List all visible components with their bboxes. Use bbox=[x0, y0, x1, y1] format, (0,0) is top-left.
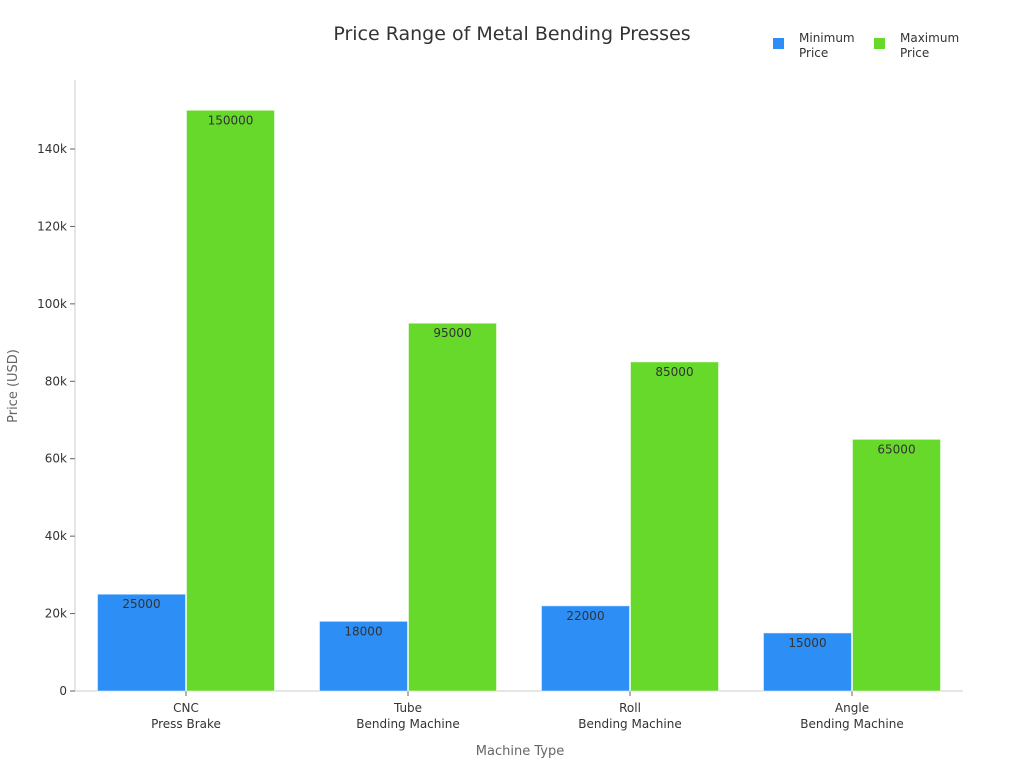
bar bbox=[852, 438, 941, 692]
bar bbox=[408, 322, 497, 692]
legend-swatch bbox=[773, 38, 784, 49]
y-tick-label: 100k bbox=[37, 297, 67, 311]
data-label: 65000 bbox=[877, 442, 915, 456]
x-tick-label: Angle bbox=[835, 701, 869, 715]
legend-swatch bbox=[874, 38, 885, 49]
legend-label: Price bbox=[799, 46, 828, 60]
data-label: 15000 bbox=[788, 636, 826, 650]
y-axis-label: Price (USD) bbox=[6, 349, 21, 423]
y-tick-label: 80k bbox=[45, 374, 67, 388]
x-tick-label: Bending Machine bbox=[800, 717, 903, 731]
x-tick-label: CNC bbox=[173, 701, 199, 715]
data-label: 25000 bbox=[122, 597, 160, 611]
y-tick-label: 140k bbox=[37, 142, 67, 156]
legend-label: Price bbox=[900, 46, 929, 60]
bar bbox=[541, 605, 630, 692]
bar bbox=[763, 632, 852, 692]
y-tick-label: 40k bbox=[45, 529, 67, 543]
data-label: 95000 bbox=[433, 326, 471, 340]
x-tick-label: Tube bbox=[393, 701, 422, 715]
bar bbox=[97, 593, 186, 692]
y-tick-label: 120k bbox=[37, 219, 67, 233]
y-tick-label: 20k bbox=[45, 607, 67, 621]
bar bbox=[630, 361, 719, 692]
data-label: 150000 bbox=[208, 113, 254, 127]
x-tick-label: Bending Machine bbox=[356, 717, 459, 731]
chart-title: Price Range of Metal Bending Presses bbox=[333, 23, 690, 45]
data-label: 22000 bbox=[566, 609, 604, 623]
data-label: 18000 bbox=[344, 624, 382, 638]
x-tick-label: Roll bbox=[619, 701, 641, 715]
legend-label: Maximum bbox=[900, 31, 959, 45]
legend-label: Minimum bbox=[799, 31, 855, 45]
data-label: 85000 bbox=[655, 365, 693, 379]
x-axis-label: Machine Type bbox=[476, 744, 564, 759]
bar bbox=[186, 109, 275, 692]
x-tick-label: Press Brake bbox=[151, 717, 221, 731]
y-tick-label: 0 bbox=[59, 684, 67, 698]
y-tick-label: 60k bbox=[45, 452, 67, 466]
bar bbox=[319, 620, 408, 692]
x-tick-label: Bending Machine bbox=[578, 717, 681, 731]
